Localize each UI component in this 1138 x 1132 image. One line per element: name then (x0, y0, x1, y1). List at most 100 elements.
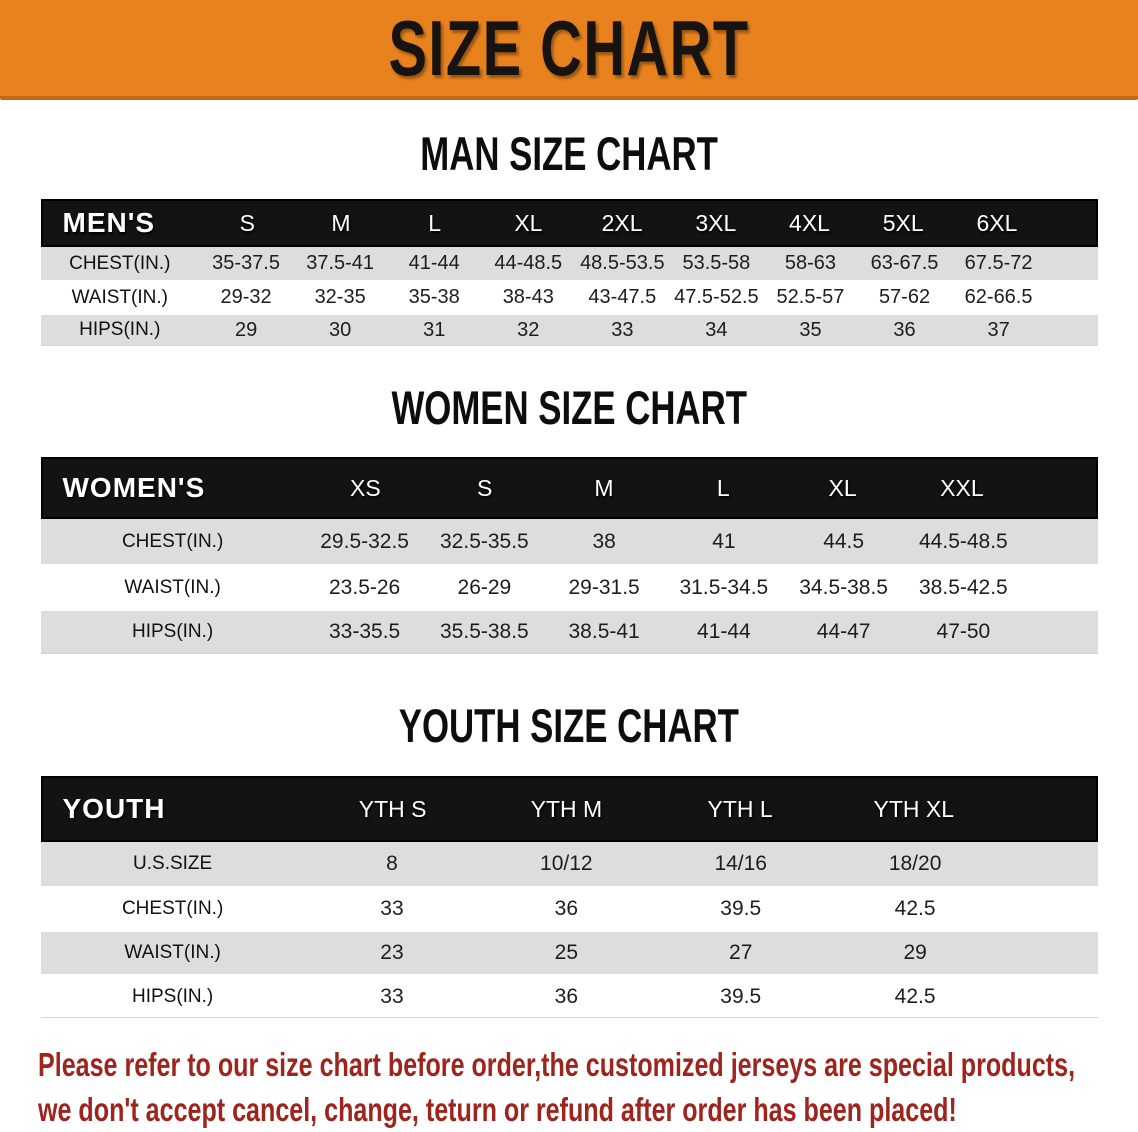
measurement-value-cell: 29 (903, 941, 927, 964)
table-row: HIPS(IN.) 33-35.5 35.5-38.5 38.5-41 41-44 44-… (40, 609, 1098, 654)
measurement-value-cell: 31 (423, 318, 446, 341)
measurement-value-cell: 53.5-58 (682, 252, 751, 274)
measurement-value-cell: 35 (799, 318, 822, 341)
table-row: CHEST(IN.) 29.5-32.5 32.5-35.5 38 41 44.5 44.5… (40, 519, 1098, 564)
measurement-value-cell: 44.5-48.5 (919, 529, 1008, 553)
measurement-row-label: CHEST(IN.) (121, 898, 224, 919)
size-column-header: XL (828, 474, 857, 501)
measurement-value-cell: 35.5-38.5 (440, 620, 529, 643)
measurement-value-cell: 44.5 (823, 529, 865, 553)
measurement-row-label: WAIST(IN.) (124, 576, 221, 598)
measurement-value-cell: 67.5-72 (964, 252, 1033, 274)
page-title-text: SIZE CHART (388, 4, 750, 92)
women-size-table: WOMEN'S XS S M L XL XXL CHEST(IN.) 29.5-32.5 32.5… (40, 457, 1098, 654)
table-row: CHEST(IN.) 33 36 39.5 42.5 (40, 886, 1098, 930)
men-size-chart-section: MAN SIZE CHART MEN'S S M L XL 2XL 3XL 4XL 5XL 6XL… (0, 130, 1138, 346)
measurement-value-cell: 44-48.5 (494, 252, 563, 274)
measurement-value-cell: 29-32 (220, 286, 272, 308)
size-column-header: YTH XL (873, 795, 955, 822)
table-row: WAIST(IN.) 23 25 27 29 (40, 930, 1098, 974)
measurement-value-cell: 47-50 (936, 620, 991, 643)
size-column-header: S (239, 209, 255, 236)
measurement-value-cell: 36 (554, 897, 579, 920)
measurement-value-cell: 30 (329, 318, 352, 341)
women-chart-heading: WOMEN SIZE CHART (0, 384, 1138, 431)
measurement-value-cell: 41 (712, 529, 736, 553)
table-header-label: MEN'S (62, 207, 156, 238)
disclaimer-line-1: Please refer to our size chart before or… (38, 1046, 1076, 1083)
measurement-row-label: HIPS(IN.) (131, 621, 214, 642)
size-column-header: YTH S (358, 795, 427, 822)
measurement-value-cell: 41-44 (408, 252, 460, 274)
measurement-value-cell: 39.5 (720, 897, 762, 920)
measurement-value-cell: 42.5 (894, 984, 936, 1008)
size-chart-banner: SIZE CHART (0, 0, 1138, 100)
measurement-value-cell: 14/16 (714, 852, 767, 875)
measurement-value-cell: 34.5-38.5 (799, 575, 888, 599)
measurement-value-cell: 43-47.5 (588, 286, 657, 308)
measurement-value-cell: 23.5-26 (329, 575, 401, 599)
measurement-value-cell: 33 (380, 984, 404, 1008)
size-column-header: 5XL (882, 209, 924, 236)
measurement-value-cell: 38-43 (502, 286, 554, 308)
women-size-chart-section: WOMEN SIZE CHART WOMEN'S XS S M L XL XXL CHEST(… (0, 384, 1138, 654)
page-title: SIZE CHART (325, 9, 813, 87)
measurement-row-label: U.S.SIZE (133, 853, 213, 874)
measurement-value-cell: 32 (517, 318, 540, 341)
measurement-value-cell: 39.5 (720, 984, 762, 1008)
measurement-row-label: HIPS(IN.) (79, 319, 161, 340)
measurement-value-cell: 36 (893, 318, 916, 341)
size-column-header: 3XL (695, 209, 737, 236)
size-column-header: L (716, 474, 730, 501)
size-column-header: S (477, 474, 493, 501)
youth-chart-heading-text: YOUTH SIZE CHART (398, 699, 740, 752)
measurement-value-cell: 36 (554, 984, 579, 1008)
table-header-row: MEN'S S M L XL 2XL 3XL 4XL 5XL 6XL (40, 199, 1098, 247)
size-column-header: XL (514, 209, 543, 236)
disclaimer-line-2: we don't accept cancel, change, teturn o… (38, 1091, 957, 1128)
measurement-value-cell: 35-37.5 (212, 252, 280, 274)
table-header-label: YOUTH (62, 793, 166, 824)
size-column-header: M (594, 474, 614, 501)
table-header-label: WOMEN'S (62, 472, 206, 503)
measurement-row-label: CHEST(IN.) (69, 252, 171, 274)
size-column-header: XXL (940, 474, 984, 501)
measurement-value-cell: 29.5-32.5 (320, 529, 409, 553)
table-row: WAIST(IN.) 29-32 32-35 35-38 38-43 43-47.5 47.… (40, 280, 1098, 313)
disclaimer: Please refer to our size chart before or… (38, 1042, 1138, 1132)
size-column-header: YTH M (530, 795, 603, 822)
measurement-value-cell: 48.5-53.5 (580, 252, 665, 274)
youth-size-chart-section: YOUTH SIZE CHART YOUTH YTH S YTH M YTH L YTH… (0, 702, 1138, 1018)
measurement-value-cell: 34 (705, 318, 728, 341)
measurement-value-cell: 29 (234, 318, 258, 341)
measurement-value-cell: 32.5-35.5 (440, 529, 529, 553)
measurement-value-cell: 32-35 (314, 286, 366, 308)
measurement-value-cell: 42.5 (894, 897, 936, 920)
measurement-row-label: HIPS(IN.) (131, 985, 214, 1007)
measurement-value-cell: 38.5-41 (568, 620, 640, 643)
men-size-table: MEN'S S M L XL 2XL 3XL 4XL 5XL 6XL CHEST(IN.) 35-37… (40, 199, 1098, 346)
measurement-value-cell: 41-44 (697, 620, 751, 643)
measurement-row-label: CHEST(IN.) (121, 530, 224, 552)
measurement-value-cell: 58-63 (784, 252, 837, 274)
measurement-value-cell: 33 (380, 897, 404, 920)
table-row: HIPS(IN.) 33 36 39.5 42.5 (40, 974, 1098, 1018)
measurement-value-cell: 27 (729, 941, 753, 964)
measurement-value-cell: 31.5-34.5 (679, 575, 769, 599)
size-column-header: 6XL (976, 209, 1018, 236)
women-chart-heading-text: WOMEN SIZE CHART (391, 381, 747, 434)
measurement-row-label: WAIST(IN.) (71, 286, 168, 308)
measurement-value-cell: 10/12 (540, 852, 593, 875)
measurement-value-cell: 62-66.5 (964, 286, 1033, 308)
size-column-header: 2XL (601, 209, 643, 236)
table-header-row: YOUTH YTH S YTH M YTH L YTH XL (40, 776, 1098, 842)
men-chart-heading-text: MAN SIZE CHART (420, 127, 718, 180)
table-row: WAIST(IN.) 23.5-26 26-29 29-31.5 31.5-34.5 34… (40, 564, 1098, 609)
size-column-header: YTH L (707, 795, 773, 822)
measurement-value-cell: 35-38 (408, 286, 460, 308)
table-row: CHEST(IN.) 35-37.5 37.5-41 41-44 44-48.5 48.5… (40, 247, 1098, 280)
size-column-header: L (428, 209, 442, 236)
table-row: U.S.SIZE 8 10/12 14/16 18/20 (40, 842, 1098, 886)
table-row: HIPS(IN.) 29 30 31 32 33 34 35 36 37 (40, 313, 1098, 346)
measurement-value-cell: 18/20 (888, 852, 942, 875)
